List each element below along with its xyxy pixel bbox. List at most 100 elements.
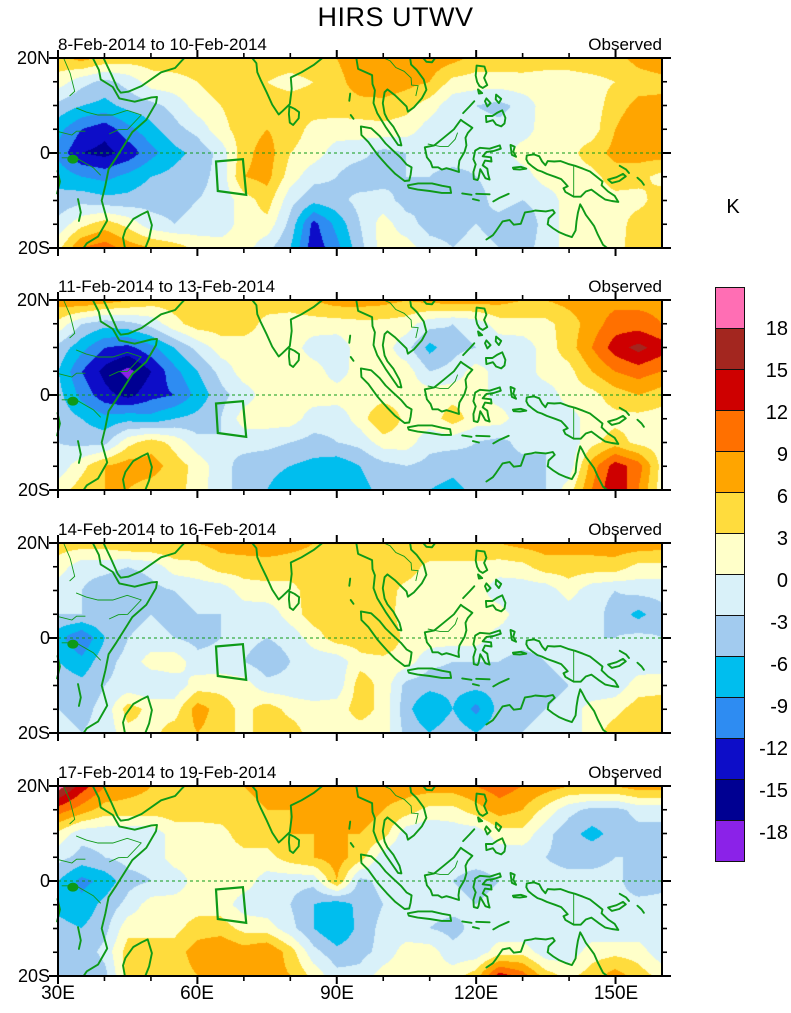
coastline-path bbox=[511, 650, 528, 656]
coastline-path bbox=[474, 549, 489, 574]
coastline-path bbox=[636, 661, 645, 671]
coastline-path bbox=[492, 920, 510, 931]
colorbar-cell bbox=[715, 820, 745, 862]
coastline-path bbox=[349, 356, 355, 362]
coastline-path bbox=[287, 590, 301, 611]
colorbar-tick-label: 6 bbox=[776, 486, 788, 508]
coastline-path bbox=[77, 440, 82, 464]
lat-tick-label: 0 bbox=[39, 628, 50, 648]
coastline-path bbox=[484, 97, 492, 108]
coastline-path bbox=[122, 452, 153, 491]
colorbar-tick-label: -15 bbox=[759, 780, 788, 802]
coastline-path bbox=[494, 821, 503, 833]
coastline-path bbox=[494, 93, 503, 105]
coastline-path bbox=[494, 335, 503, 347]
coastline-path bbox=[636, 418, 645, 428]
panel-header: 17-Feb-2014 to 19-Feb-2014 Observed bbox=[58, 761, 662, 783]
colorbar-tick-label: -3 bbox=[770, 612, 788, 634]
coastline-path bbox=[475, 920, 491, 924]
colorbar-cell bbox=[715, 697, 745, 739]
lon-tick-label: 120E bbox=[453, 983, 499, 1004]
coastline-path bbox=[618, 649, 630, 659]
colorbar-tick-label: -9 bbox=[770, 696, 788, 718]
coastline-path bbox=[472, 872, 502, 910]
coastline-path bbox=[251, 57, 324, 116]
coastline-path bbox=[636, 904, 645, 914]
coastline-path bbox=[406, 424, 453, 436]
lake-victoria bbox=[67, 639, 79, 649]
colorbar-tick-label: 15 bbox=[765, 360, 788, 382]
colorbar-cell bbox=[715, 410, 745, 452]
colorbar-tick-label: 9 bbox=[776, 444, 788, 466]
coastline-path bbox=[474, 306, 489, 331]
coastline-path bbox=[472, 386, 502, 424]
coastline-path bbox=[471, 926, 480, 930]
coastline-path bbox=[406, 182, 453, 194]
colorbar-cell bbox=[715, 287, 745, 329]
coastline-path bbox=[477, 88, 484, 95]
country-border-path bbox=[75, 835, 142, 844]
coastline-path bbox=[122, 695, 153, 734]
country-border-path bbox=[61, 642, 102, 661]
coastline-path bbox=[525, 153, 620, 203]
coastline-path bbox=[484, 825, 492, 836]
map-overlay bbox=[49, 292, 671, 498]
analysis-region-box bbox=[214, 643, 248, 682]
country-border-path bbox=[108, 599, 142, 620]
coastline-path bbox=[102, 785, 186, 822]
country-border-path bbox=[108, 114, 142, 135]
coastline-path bbox=[82, 785, 158, 977]
map-panel: 20N 0 20S bbox=[17, 533, 671, 743]
coastline-path bbox=[348, 577, 352, 587]
coastline-path bbox=[359, 610, 413, 667]
coastline-path bbox=[348, 92, 352, 102]
colorbar-tick-label: -6 bbox=[770, 654, 788, 676]
country-border-path bbox=[75, 349, 142, 358]
coastline-path bbox=[477, 330, 484, 337]
coastline-path bbox=[494, 578, 503, 590]
colorbar-tick-label: 0 bbox=[776, 570, 788, 592]
coastline-path bbox=[77, 683, 82, 707]
lat-tick-label: 20N bbox=[16, 776, 50, 796]
coastline-path bbox=[423, 360, 474, 415]
coastline-path bbox=[461, 192, 473, 196]
coastline-path bbox=[471, 440, 480, 444]
lon-tick-label: 150E bbox=[593, 983, 639, 1004]
coastline-path bbox=[485, 445, 609, 491]
coastline-path bbox=[484, 594, 507, 613]
country-border-path bbox=[63, 542, 76, 582]
coastline-path bbox=[251, 299, 324, 358]
colorbar-cell bbox=[715, 328, 745, 370]
map-overlay bbox=[49, 50, 671, 256]
coastline-path bbox=[359, 367, 413, 424]
country-border-path bbox=[57, 130, 86, 136]
coastline-path bbox=[287, 105, 301, 126]
coastline-path bbox=[422, 299, 436, 306]
coastline-path bbox=[355, 785, 428, 875]
coastline-path bbox=[509, 143, 518, 158]
colorbar-cell bbox=[715, 451, 745, 493]
coastline-path bbox=[422, 542, 436, 549]
coastline-path bbox=[287, 833, 301, 854]
coastline-path bbox=[475, 434, 491, 438]
coastline-path bbox=[511, 407, 528, 413]
coastline-path bbox=[422, 785, 436, 792]
country-border-path bbox=[427, 132, 459, 147]
coastline-path bbox=[102, 542, 186, 579]
country-border-path bbox=[75, 107, 142, 116]
analysis-region-box bbox=[214, 400, 248, 439]
coastline-path bbox=[607, 414, 627, 426]
lat-tick-label: 20N bbox=[16, 48, 50, 68]
coastline-path bbox=[484, 837, 507, 856]
map-frame bbox=[57, 57, 663, 249]
lake-victoria bbox=[67, 396, 79, 406]
map-overlay bbox=[49, 778, 671, 984]
coastline-path bbox=[77, 926, 82, 950]
coastline-path bbox=[485, 688, 609, 734]
lon-tick-label: 60E bbox=[180, 983, 214, 1004]
lon-tick-label: 90E bbox=[320, 983, 354, 1004]
lat-tick-label: 20S bbox=[17, 966, 50, 986]
coastline-path bbox=[355, 299, 428, 389]
coastline-path bbox=[102, 57, 186, 94]
